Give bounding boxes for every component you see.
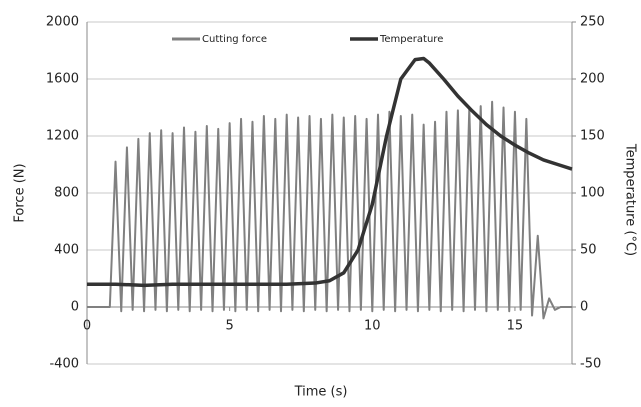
y2-tick-label: 150	[580, 129, 605, 144]
series-line	[87, 56, 573, 288]
y-tick-label: 0	[71, 300, 79, 315]
y2-tick-label: 100	[580, 186, 605, 201]
y-tick-label: 400	[54, 243, 79, 258]
y-tick-label: -400	[49, 357, 79, 372]
legend-label: Cutting force	[202, 34, 267, 45]
x-tick-label: 0	[83, 319, 91, 334]
y-tick-label: 1600	[46, 72, 79, 87]
x-axis-label: Time (s)	[294, 385, 348, 400]
series-line	[87, 100, 572, 320]
y2-tick-label: 0	[580, 300, 588, 315]
y2-axis-label: Temperature (°C)	[623, 143, 638, 256]
y-axis-label: Force (N)	[13, 163, 28, 222]
y2-tick-label: 50	[580, 243, 597, 258]
legend-label: Temperature	[379, 34, 443, 45]
x-tick-label: 15	[507, 319, 524, 334]
y-tick-label: 1200	[46, 129, 79, 144]
y-tick-label: 2000	[46, 15, 79, 30]
x-tick-label: 5	[226, 319, 234, 334]
x-tick-label: 10	[364, 319, 381, 334]
y2-tick-label: 200	[580, 72, 605, 87]
y2-tick-label: -50	[580, 357, 601, 372]
y2-tick-label: 250	[580, 15, 605, 30]
y-tick-label: 800	[54, 186, 79, 201]
